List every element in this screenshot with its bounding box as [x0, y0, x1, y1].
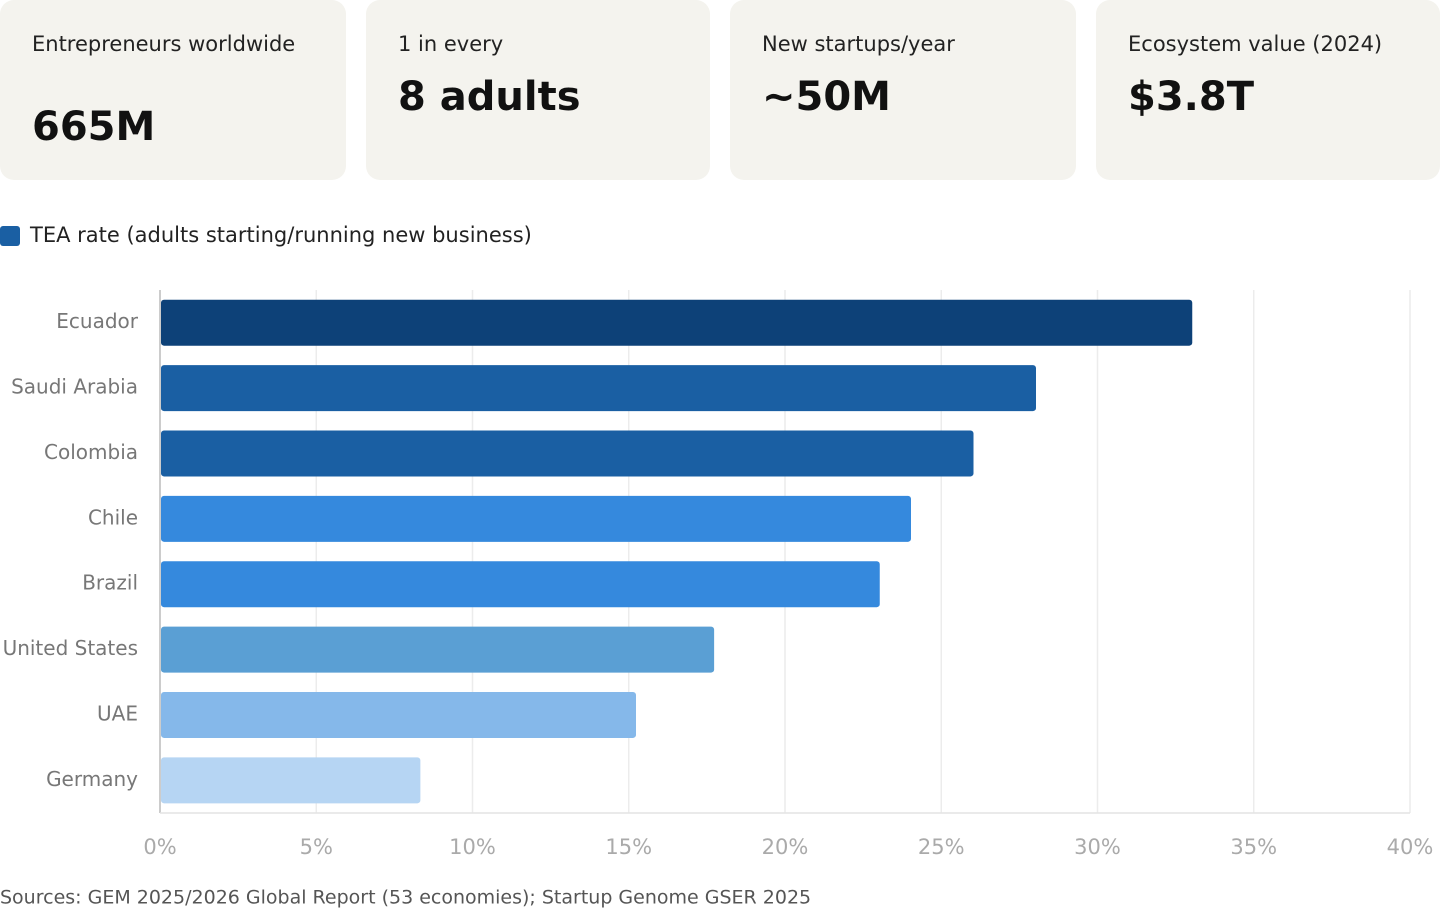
- stat-card: New startups/year ~50M: [730, 0, 1076, 180]
- bar: [161, 626, 715, 673]
- bar: [161, 691, 636, 738]
- y-tick-label: Germany: [46, 767, 138, 791]
- x-tick-label: 20%: [762, 835, 809, 859]
- bar: [161, 495, 911, 542]
- bar: [161, 561, 880, 608]
- stat-label: New startups/year: [762, 32, 955, 56]
- bar: [161, 757, 421, 804]
- stat-label: Ecosystem value (2024): [1128, 32, 1383, 56]
- source-note: Sources: GEM 2025/2026 Global Report (53…: [0, 887, 811, 909]
- x-tick-label: 40%: [1387, 835, 1434, 859]
- bar: [161, 430, 974, 477]
- x-tick-label: 0%: [143, 835, 176, 859]
- stat-label: 1 in every: [398, 32, 504, 56]
- stat-value: 8 adults: [398, 74, 581, 120]
- y-tick-label: Ecuador: [56, 309, 138, 333]
- x-tick-label: 15%: [605, 835, 652, 859]
- y-tick-label: Colombia: [44, 440, 138, 464]
- x-tick-label: 35%: [1230, 835, 1277, 859]
- y-tick-label: United States: [3, 636, 138, 660]
- x-tick-label: 25%: [918, 835, 965, 859]
- stat-label: Entrepreneurs worldwide: [32, 32, 296, 56]
- stat-value: 665M: [32, 104, 156, 150]
- y-tick-label: Chile: [88, 505, 138, 529]
- bar: [161, 299, 1193, 346]
- x-tick-label: 10%: [449, 835, 496, 859]
- legend-swatch: [0, 226, 20, 246]
- stat-card: Ecosystem value (2024) $3.8T: [1096, 0, 1440, 180]
- y-tick-label: Saudi Arabia: [11, 375, 138, 399]
- y-tick-label: Brazil: [82, 571, 138, 595]
- stat-card: 1 in every 8 adults: [366, 0, 710, 180]
- bar: [161, 365, 1036, 412]
- legend-label: TEA rate (adults starting/running new bu…: [29, 223, 532, 247]
- x-tick-label: 30%: [1074, 835, 1121, 859]
- y-tick-label: UAE: [97, 701, 138, 725]
- stat-value: ~50M: [762, 74, 891, 120]
- stat-value: $3.8T: [1128, 74, 1254, 120]
- stat-card: Entrepreneurs worldwide 665M: [0, 0, 346, 180]
- x-tick-label: 5%: [300, 835, 333, 859]
